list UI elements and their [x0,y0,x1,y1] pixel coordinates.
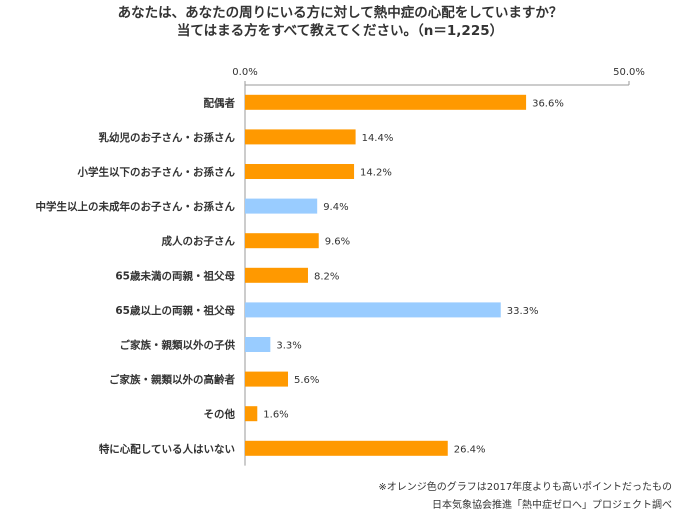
category-label: 65歳未満の両親・祖父母 [115,269,235,282]
footnote-source: 日本気象協会推進「熱中症ゼロへ」プロジェクト調べ [432,500,672,511]
category-label: 配偶者 [204,96,236,109]
category-label: 小学生以下のお子さん・お孫さん [77,166,236,179]
x-tick-label: 0.0% [232,67,257,78]
bar [245,371,289,387]
category-label: ご家族・親類以外の高齢者 [109,373,235,386]
bar [245,406,258,422]
category-label: その他 [204,408,236,421]
category-label: 乳幼児のお子さん・お孫さん [99,131,236,144]
bar [245,198,318,214]
category-label: 成人のお子さん [162,235,236,248]
data-label: 14.2% [360,168,392,179]
category-label: 65歳以上の両親・祖父母 [115,304,235,317]
category-label: ご家族・親類以外の子供 [120,339,236,352]
bar [245,129,356,145]
bar [245,94,527,110]
category-label: 特に心配している人はいない [99,442,235,455]
data-label: 9.6% [325,237,350,248]
bar [245,267,308,283]
bar [245,302,501,318]
bar [245,440,448,456]
data-label: 14.4% [362,133,394,144]
data-label: 8.2% [314,271,339,282]
data-label: 26.4% [454,444,486,455]
data-label: 9.4% [323,202,348,213]
data-label: 5.6% [294,375,319,386]
chart-title-line2: 当てはまる方をすべて教えてください。（n＝1,225） [176,23,504,39]
bar [245,337,271,352]
bar [245,164,355,179]
data-label: 3.3% [276,341,301,352]
data-label: 1.6% [263,410,288,421]
category-label: 中学生以上の未成年のお子さん・お孫さん [36,200,236,213]
x-tick-label: 50.0% [613,67,645,78]
chart-title-line1: あなたは、あなたの周りにいる方に対して熱中症の心配をしていますか？ [117,5,563,21]
bar [245,233,319,249]
data-label: 33.3% [507,306,539,317]
data-label: 36.6% [532,98,564,109]
footnote-highlight: ※オレンジ色のグラフは2017年度よりも高いポイントだったもの [378,482,672,493]
